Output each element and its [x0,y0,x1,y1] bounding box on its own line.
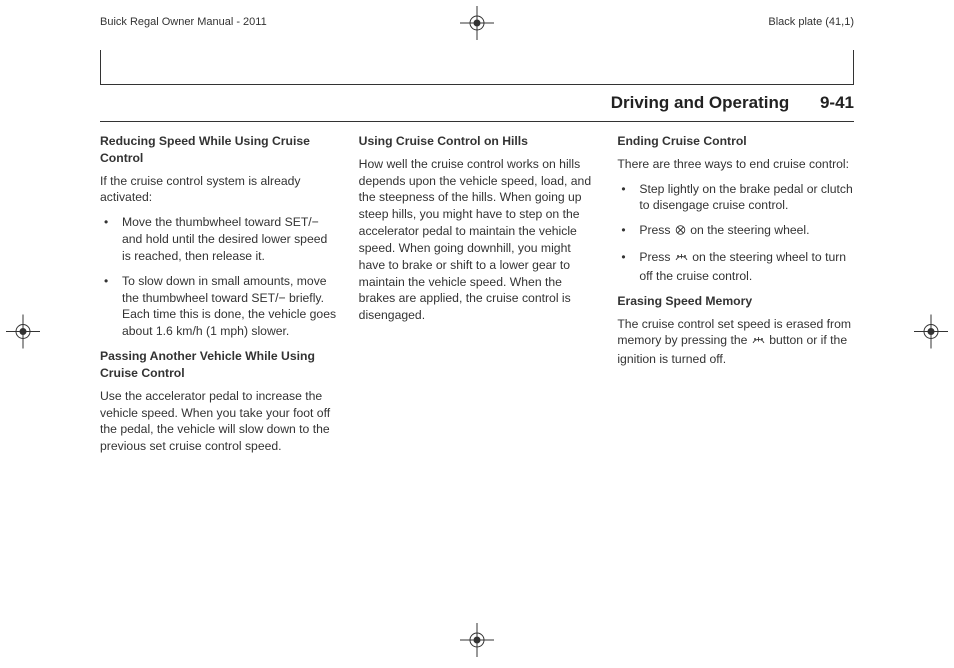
list-item: Press on the steering wheel. [617,222,854,241]
cancel-cruise-icon [674,224,687,241]
bullet-list: Move the thumbwheel toward SET/− and hol… [100,214,337,340]
column-2: Using Cruise Control on Hills How well t… [359,133,596,463]
section-header: Driving and Operating 9-41 [611,93,854,119]
bullet-list: Step lightly on the brake pedal or clutc… [617,181,854,285]
list-item: To slow down in small amounts, move the … [100,273,337,340]
registration-mark-left-icon [6,315,40,354]
registration-mark-bottom-icon [460,623,494,662]
para: Use the accelerator pedal to increase th… [100,388,337,455]
text-fragment: Press [639,223,674,237]
subhead-erasing-memory: Erasing Speed Memory [617,293,854,310]
cruise-on-off-icon [751,334,766,351]
text-fragment: Press [639,250,674,264]
page-number: 9-41 [820,93,854,112]
cruise-on-off-icon [674,251,689,268]
section-title: Driving and Operating [611,93,790,112]
para: How well the cruise control works on hil… [359,156,596,324]
subhead-hills: Using Cruise Control on Hills [359,133,596,150]
para: The cruise control set speed is erased f… [617,316,854,368]
para: There are three ways to end cruise contr… [617,156,854,173]
registration-mark-right-icon [914,315,948,354]
print-left-text: Buick Regal Owner Manual - 2011 [100,16,267,28]
subhead-reducing-speed: Reducing Speed While Using Cruise Contro… [100,133,337,167]
header-rule [100,121,854,122]
column-3: Ending Cruise Control There are three wa… [617,133,854,463]
para: If the cruise control system is already … [100,173,337,207]
subhead-passing-vehicle: Passing Another Vehicle While Using Crui… [100,348,337,382]
registration-mark-top-icon [460,6,494,45]
subhead-ending-cruise: Ending Cruise Control [617,133,854,150]
list-item: Press on the steering wheel to turn off … [617,249,854,285]
list-item: Move the thumbwheel toward SET/− and hol… [100,214,337,264]
column-1: Reducing Speed While Using Cruise Contro… [100,133,337,463]
print-right-text: Black plate (41,1) [768,16,854,28]
list-item: Step lightly on the brake pedal or clutc… [617,181,854,215]
text-fragment: on the steering wheel. [690,223,809,237]
page-frame: Driving and Operating 9-41 Reducing Spee… [100,84,854,604]
body-columns: Reducing Speed While Using Cruise Contro… [100,133,854,463]
